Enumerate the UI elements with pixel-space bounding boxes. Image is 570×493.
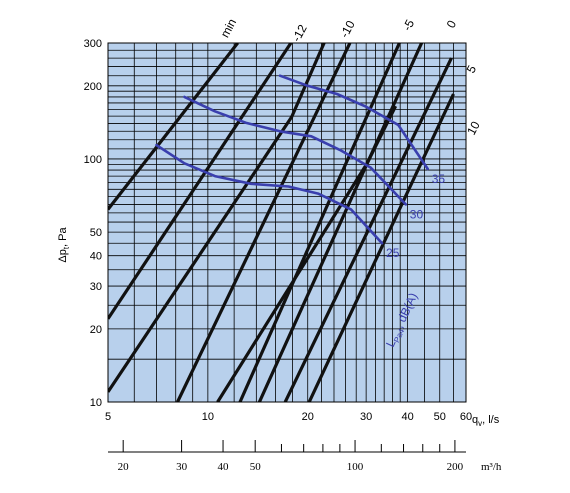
- secondary-x-unit: m³/h: [481, 461, 502, 473]
- y-tick-label: 300: [84, 38, 102, 50]
- pressure-line: [307, 93, 455, 402]
- pressure-line-label: 0: [444, 18, 460, 31]
- pressure-line-label: -5: [400, 17, 418, 33]
- x-tick-label: 20: [302, 411, 314, 423]
- sound-curve-label: 30: [410, 207, 424, 221]
- grid: [107, 42, 467, 403]
- x-tick-label: 30: [360, 411, 372, 423]
- pressure-line-label: -12: [289, 22, 310, 44]
- y-tick-label: 100: [84, 154, 102, 166]
- pressure-line: [108, 43, 293, 320]
- sound-curve-label: 35: [432, 172, 446, 186]
- secondary-x-tick-label: 30: [176, 461, 188, 473]
- x-axis-label: qv, l/s: [472, 414, 500, 428]
- secondary-x-axis: 20 30 40 50 100 200: [108, 440, 466, 473]
- y-tick-label: 40: [90, 251, 102, 263]
- y-axis-ticks: 10 20 30 40 50 100 200 300: [84, 38, 102, 409]
- secondary-x-tick-label: 50: [250, 461, 262, 473]
- pressure-line: [176, 43, 352, 402]
- x-tick-label: 40: [401, 411, 413, 423]
- pressure-line: [238, 43, 401, 402]
- pressure-line: [108, 43, 326, 393]
- y-tick-label: 20: [90, 324, 102, 336]
- secondary-x-tick-label: 20: [118, 461, 130, 473]
- secondary-x-tick-label: 100: [347, 461, 364, 473]
- pressure-lines: [108, 43, 455, 402]
- y-axis-label: Δpt, Pa: [57, 226, 71, 262]
- pressure-line-label: min: [218, 16, 239, 40]
- y-tick-label: 30: [90, 281, 102, 293]
- pressure-line: [257, 43, 424, 402]
- x-tick-label: 50: [434, 411, 446, 423]
- x-tick-label: 10: [202, 411, 214, 423]
- sound-curve: [278, 74, 430, 171]
- x-axis-ticks: 5 10 20 30 40 50 60: [105, 411, 472, 423]
- x-tick-label: 60: [460, 411, 472, 423]
- y-tick-label: 50: [90, 227, 102, 239]
- pressure-line-label: 10: [464, 119, 483, 138]
- plot-frame: [107, 42, 467, 403]
- x-tick-label: 5: [105, 411, 111, 423]
- secondary-x-tick-label: 40: [218, 461, 230, 473]
- sound-curve: [155, 143, 384, 245]
- sound-curves: [155, 74, 430, 245]
- y-tick-label: 10: [90, 397, 102, 409]
- sound-curve: [183, 95, 408, 206]
- pressure-line: [108, 43, 239, 211]
- secondary-x-tick-label: 200: [447, 461, 464, 473]
- pressure-line-label: -10: [337, 18, 358, 40]
- sound-curve-label: 25: [386, 246, 400, 260]
- sound-curve-labels: 25 30 35: [386, 172, 445, 260]
- y-tick-label: 200: [84, 81, 102, 93]
